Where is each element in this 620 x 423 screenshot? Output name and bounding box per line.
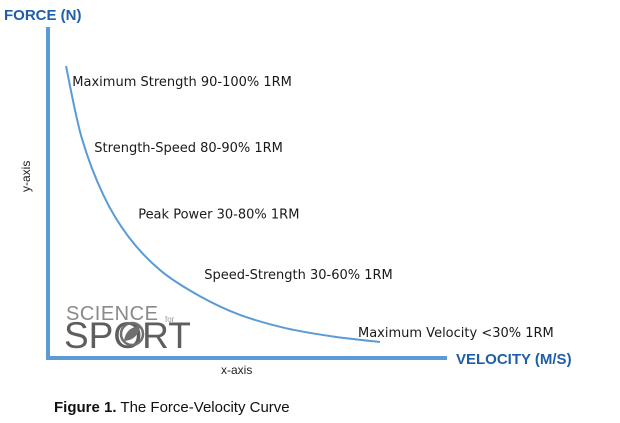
leaf-icon	[119, 321, 145, 347]
zone-label-strength-speed: Strength-Speed 80-90% 1RM	[94, 141, 283, 156]
force-velocity-curve	[65, 65, 381, 343]
figure-caption-label: Figure 1.	[54, 399, 117, 416]
y-axis-sub-label: y-axis	[19, 161, 33, 192]
zone-label-max-velocity: Maximum Velocity <30% 1RM	[358, 326, 554, 341]
y-axis-title: FORCE (N)	[4, 7, 82, 24]
zone-label-peak-power: Peak Power 30-80% 1RM	[138, 208, 299, 223]
x-axis-title: VELOCITY (M/S)	[456, 351, 572, 368]
logo-science-text: SCIENCE	[66, 303, 158, 325]
figure-caption: Figure 1. The Force-Velocity Curve	[54, 399, 290, 416]
science-for-sport-logo: SCIENCE for SPORT	[64, 303, 191, 356]
logo-for-text: for	[165, 315, 175, 324]
figure-caption-text: The Force-Velocity Curve	[116, 399, 290, 416]
x-axis-sub-label: x-axis	[221, 363, 252, 377]
zone-labels: Maximum Strength 90-100% 1RM Strength-Spe…	[72, 75, 553, 341]
zone-label-max-strength: Maximum Strength 90-100% 1RM	[72, 75, 292, 90]
zone-label-speed-strength: Speed-Strength 30-60% 1RM	[204, 268, 393, 283]
